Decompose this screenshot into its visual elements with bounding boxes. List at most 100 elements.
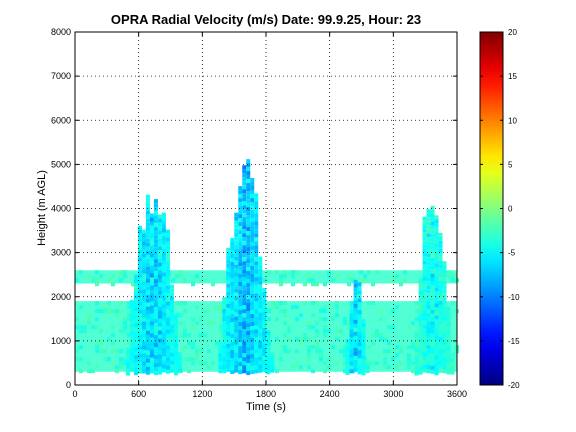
heatmap-cell	[246, 179, 251, 184]
heatmap-cell	[399, 361, 403, 366]
heatmap-cell	[145, 302, 150, 307]
heatmap-cell	[115, 349, 119, 354]
heatmap-cell	[149, 233, 154, 238]
heatmap-cell	[266, 370, 271, 375]
heatmap-cell	[438, 344, 443, 349]
heatmap-cell	[434, 219, 439, 224]
heatmap-cell	[169, 348, 174, 353]
heatmap-cell	[75, 349, 79, 354]
heatmap-cell	[250, 349, 255, 354]
heatmap-cell	[149, 357, 154, 362]
heatmap-cell	[115, 309, 119, 314]
heatmap-cell	[250, 309, 255, 314]
heatmap-cell	[242, 165, 247, 170]
heatmap-cell	[137, 357, 142, 362]
heatmap-cell	[430, 345, 435, 350]
heatmap-cell	[434, 247, 439, 252]
heatmap-cell	[149, 337, 154, 342]
heatmap-cell	[357, 354, 362, 359]
heatmap-cell	[250, 197, 255, 202]
heatmap-cell	[418, 314, 423, 319]
heatmap-cell	[442, 357, 447, 362]
heatmap-cell	[442, 289, 447, 294]
heatmap-cell	[434, 295, 439, 300]
heatmap-cell	[422, 224, 427, 229]
heatmap-cell	[323, 309, 327, 314]
heatmap-cell	[133, 279, 138, 284]
heatmap-cell	[430, 321, 435, 326]
heatmap-cell	[383, 361, 387, 366]
heatmap-cell	[133, 331, 138, 336]
heatmap-cell	[145, 330, 150, 335]
heatmap-cell	[422, 272, 427, 277]
heatmap-cell	[303, 337, 307, 342]
heatmap-cell	[157, 234, 162, 239]
heatmap-cell	[137, 337, 142, 342]
heatmap-cell	[218, 341, 223, 346]
heatmap-cell	[357, 294, 362, 299]
heatmap-cell	[137, 317, 142, 322]
heatmap-cell	[351, 278, 355, 283]
heatmap-cell	[343, 321, 347, 326]
heatmap-cell	[141, 361, 146, 366]
heatmap-cell	[129, 367, 134, 372]
heatmap-cell	[345, 342, 350, 347]
heatmap-cell	[203, 361, 207, 366]
heatmap-cell	[125, 347, 130, 352]
heatmap-cell	[434, 227, 439, 232]
heatmap-cell	[327, 357, 331, 362]
heatmap-cell	[157, 290, 162, 295]
heatmap-cell	[422, 268, 427, 273]
heatmap-cell	[335, 361, 339, 366]
heatmap-cell	[107, 278, 111, 283]
heatmap-cell	[246, 275, 251, 280]
heatmap-cell	[446, 310, 451, 315]
heatmap-cell	[153, 291, 158, 296]
heatmap-cell	[250, 345, 255, 350]
heatmap-cell	[375, 333, 379, 338]
heatmap-cell	[250, 221, 255, 226]
heatmap-cell	[165, 265, 170, 270]
heatmap-cell	[414, 351, 419, 356]
heatmap-cell	[349, 325, 354, 330]
heatmap-cell	[446, 322, 451, 327]
heatmap-cell	[149, 353, 154, 358]
heatmap-cell	[129, 315, 134, 320]
heatmap-cell	[141, 265, 146, 270]
heatmap-cell	[222, 349, 227, 354]
heatmap-cell	[79, 369, 83, 374]
heatmap-cell	[375, 329, 379, 334]
heatmap-cell	[415, 309, 419, 314]
heatmap-cell	[183, 357, 187, 362]
heatmap-cell	[141, 249, 146, 254]
heatmap-cell	[95, 270, 99, 275]
heatmap-cell	[137, 281, 142, 286]
heatmap-cell	[219, 325, 223, 330]
heatmap-cell	[258, 340, 263, 345]
heatmap-cell	[367, 270, 371, 275]
heatmap-cell	[226, 367, 231, 372]
heatmap-cell	[426, 309, 431, 314]
heatmap-cell	[145, 254, 150, 259]
heatmap-cell	[430, 245, 435, 250]
heatmap-cell	[323, 282, 327, 287]
heatmap-cell	[434, 243, 439, 248]
heatmap-cell	[357, 286, 362, 291]
heatmap-cell	[434, 323, 439, 328]
heatmap-cell	[153, 267, 158, 272]
heatmap-cell	[371, 341, 375, 346]
heatmap-cell	[123, 270, 127, 275]
heatmap-cell	[267, 270, 271, 275]
heatmap-cell	[111, 333, 115, 338]
heatmap-cell	[234, 224, 239, 229]
heatmap-cell	[230, 278, 235, 283]
heatmap-cell	[127, 305, 131, 310]
heatmap-cell	[262, 352, 267, 357]
heatmap-cell	[173, 343, 178, 348]
heatmap-cell	[287, 349, 291, 354]
heatmap-cell	[153, 367, 158, 372]
heatmap-cell	[246, 239, 251, 244]
heatmap-cell	[149, 321, 154, 326]
heatmap-cell	[250, 333, 255, 338]
heatmap-cell	[426, 217, 431, 222]
